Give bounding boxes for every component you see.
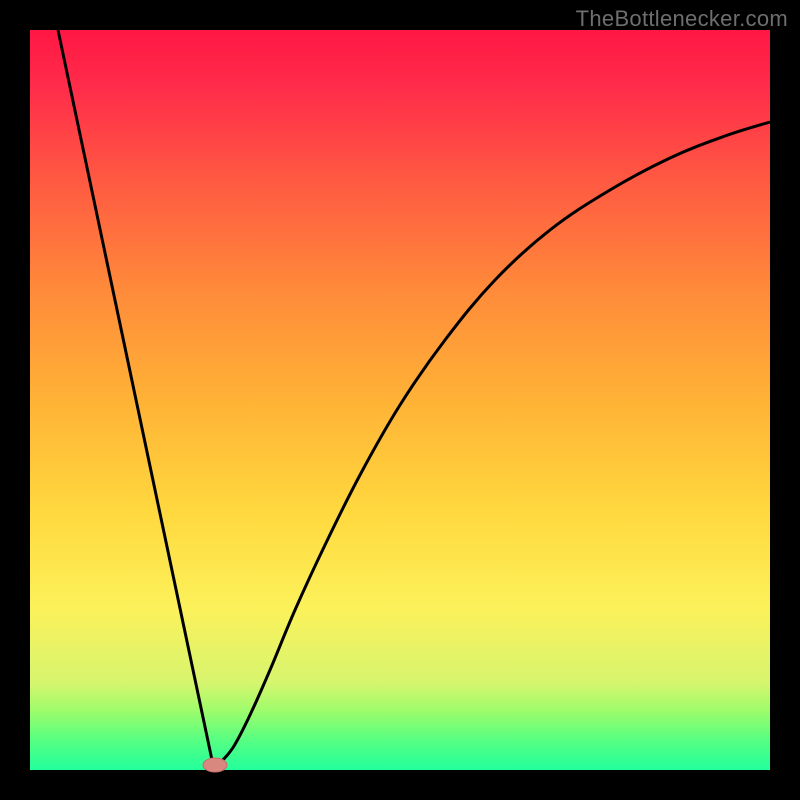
watermark-text: TheBottlenecker.com — [576, 6, 788, 32]
plot-area — [30, 30, 770, 770]
minimum-marker — [203, 758, 227, 772]
bottleneck-chart — [0, 0, 800, 800]
chart-container: TheBottlenecker.com — [0, 0, 800, 800]
